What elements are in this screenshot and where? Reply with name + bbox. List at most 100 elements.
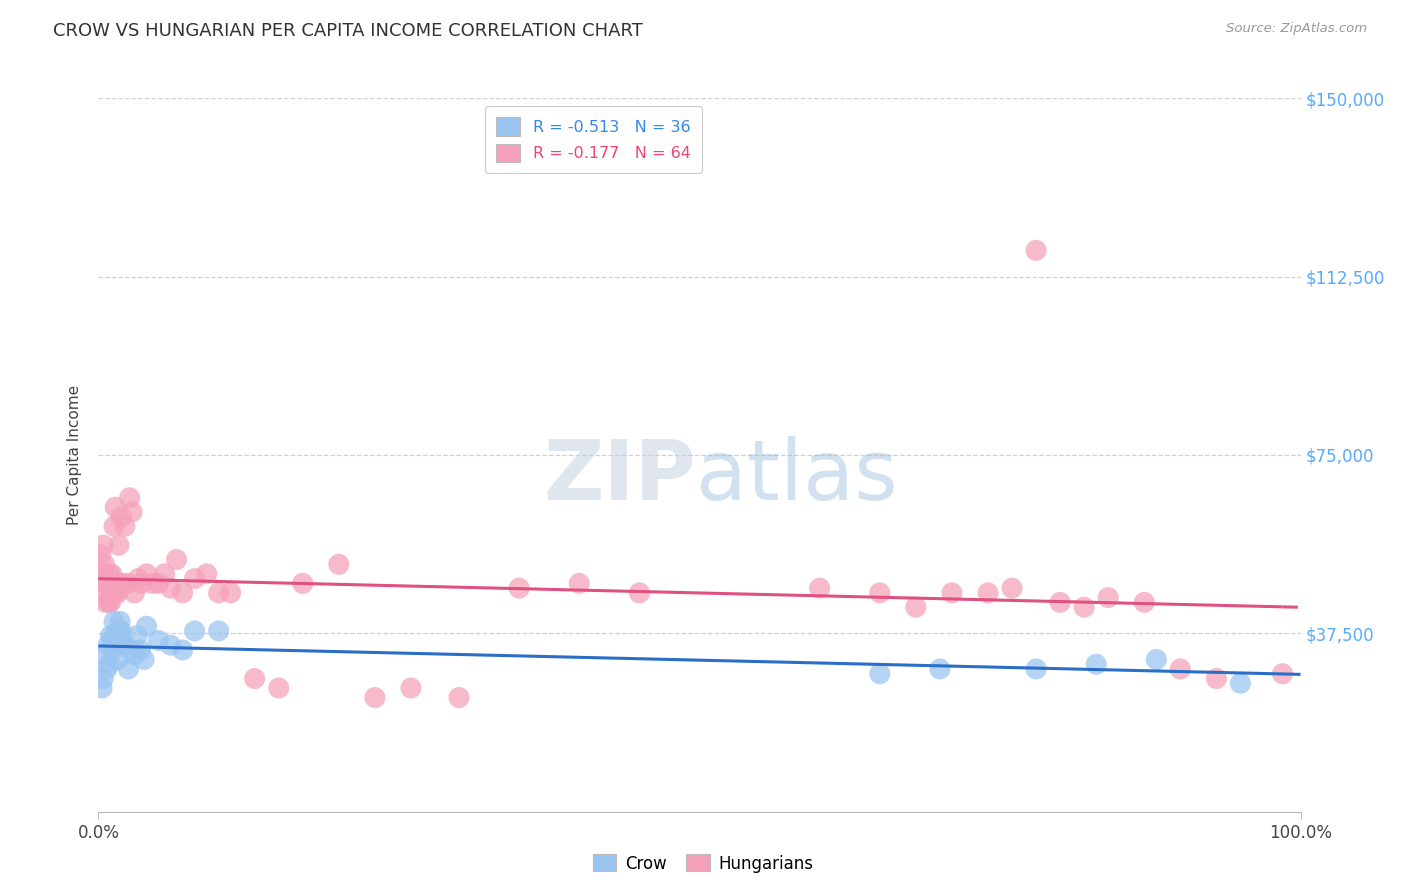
Point [100,629,122,643]
Point [93,648,115,662]
Point [118,491,141,505]
Point [364,690,387,705]
Point [208,586,231,600]
Point [1025,662,1047,676]
Point [328,558,350,572]
Point [98,566,121,581]
Point [105,586,128,600]
Point [941,586,963,600]
Point [94,576,117,591]
Point [1170,662,1192,676]
Point [267,681,290,695]
Point [1229,676,1251,690]
Text: Source: ZipAtlas.com: Source: ZipAtlas.com [1226,22,1367,36]
Point [108,615,131,629]
Point [114,638,136,652]
Point [1085,657,1108,672]
Point [93,558,115,572]
Point [1049,595,1071,609]
Point [110,509,132,524]
Point [124,586,146,600]
Point [100,566,122,581]
Point [219,586,242,600]
Point [869,586,891,600]
Point [195,566,218,581]
Point [808,581,831,595]
Point [96,586,118,600]
Text: CROW VS HUNGARIAN PER CAPITA INCOME CORRELATION CHART: CROW VS HUNGARIAN PER CAPITA INCOME CORR… [53,22,644,40]
Point [104,629,127,643]
Point [628,586,651,600]
Point [131,576,153,591]
Point [977,586,1000,600]
Point [1271,666,1294,681]
Point [125,629,148,643]
Point [1025,244,1047,258]
Point [107,652,129,666]
Point [117,662,139,676]
Point [111,633,134,648]
Point [135,566,157,581]
Point [135,619,157,633]
Point [172,643,194,657]
Point [148,633,170,648]
Point [108,576,131,591]
Point [172,586,194,600]
Point [114,519,136,533]
Point [97,638,120,652]
Point [103,519,125,533]
Point [129,643,152,657]
Point [91,566,114,581]
Point [91,538,114,552]
Point [399,681,422,695]
Legend: Crow, Hungarians: Crow, Hungarians [586,847,820,880]
Point [90,548,112,562]
Point [243,672,266,686]
Point [568,576,591,591]
Point [104,500,127,515]
Point [508,581,530,595]
Point [183,624,205,638]
Point [100,633,122,648]
Point [1144,652,1167,666]
Point [928,662,950,676]
Point [101,643,124,657]
Text: ZIP: ZIP [543,436,696,516]
Point [98,595,121,609]
Point [107,586,129,600]
Point [159,638,181,652]
Point [869,666,891,681]
Text: atlas: atlas [696,436,897,516]
Point [110,624,132,638]
Point [1205,672,1227,686]
Point [108,624,131,638]
Point [447,690,470,705]
Point [208,624,231,638]
Point [121,505,143,519]
Point [904,600,927,615]
Point [141,576,163,591]
Point [98,657,121,672]
Legend: R = -0.513   N = 36, R = -0.177   N = 64: R = -0.513 N = 36, R = -0.177 N = 64 [485,106,702,173]
Point [124,648,146,662]
Point [108,538,131,552]
Point [1097,591,1119,605]
Point [120,643,142,657]
Point [105,633,128,648]
Point [101,586,124,600]
Point [291,576,314,591]
Point [159,581,181,595]
Point [127,572,149,586]
Point [1001,581,1024,595]
Point [103,615,125,629]
Point [91,672,114,686]
Point [91,681,114,695]
Point [166,552,188,566]
Y-axis label: Per Capita Income: Per Capita Income [67,384,83,525]
Point [97,576,120,591]
Point [96,662,118,676]
Point [100,586,122,600]
Point [94,595,117,609]
Point [148,576,170,591]
Point [100,595,122,609]
